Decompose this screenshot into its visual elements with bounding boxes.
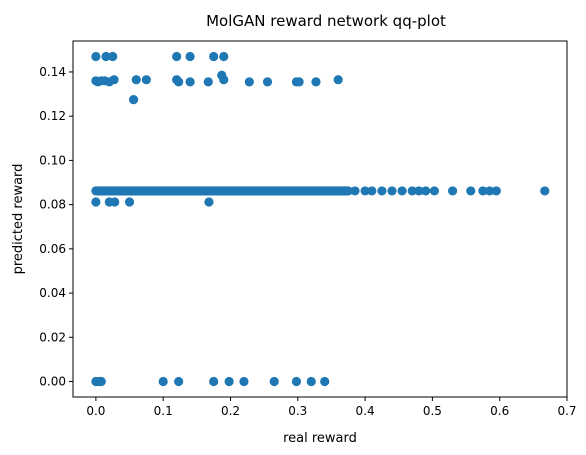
x-tick-label: 0.1 [154,404,173,418]
scatter-point [174,77,184,87]
scatter-point [224,376,234,387]
scatter-point [239,376,249,387]
scatter-point [350,186,360,196]
y-tick-label: 0.14 [39,65,66,79]
y-tick-label: 0.04 [39,286,66,300]
scatter-point [209,376,219,387]
scatter-point [128,94,139,105]
scatter-point [491,186,501,196]
scatter-point [174,376,184,387]
scatter-point [397,186,407,196]
scatter-point [387,186,397,196]
scatter-points [91,51,550,387]
scatter-point [172,51,182,62]
scatter-point [158,376,168,387]
scatter-point [185,51,195,62]
scatter-point [291,376,302,387]
scatter-point [109,75,119,85]
scatter-point [124,197,135,207]
scatter-point [269,376,279,387]
scatter-point [96,376,106,387]
x-axis-label: real reward [283,431,357,446]
scatter-point [311,77,321,87]
scatter-point [421,186,431,196]
y-tick-label: 0.12 [39,109,66,123]
scatter-point [219,51,229,62]
scatter-point [306,376,316,387]
scatter-point [91,51,101,62]
scatter-point [414,186,424,196]
scatter-point [333,75,343,85]
scatter-point [141,75,151,85]
scatter-point [377,186,387,196]
scatter-point [101,51,111,62]
y-tick-label: 0.08 [39,198,66,212]
chart-title: MolGAN reward network qq-plot [206,12,446,30]
y-tick-label: 0.00 [39,375,66,389]
scatter-point [478,186,488,196]
scatter-point [91,197,101,207]
scatter-point [110,197,120,207]
scatter-point [203,77,213,87]
scatter-point [204,197,214,207]
scatter-point [360,186,370,196]
scatter-point [262,77,273,87]
x-tick-label: 0.3 [288,404,307,418]
scatter-point [407,186,417,196]
scatter-point [244,77,254,87]
x-tick-label: 0.2 [221,404,240,418]
y-tick-label: 0.10 [39,153,66,167]
scatter-point [466,186,476,196]
x-tick-label: 0.7 [557,404,576,418]
scatter-point [131,75,141,85]
scatter-point [185,77,195,87]
scatter-point [447,186,458,196]
scatter-point [108,51,118,62]
y-tick-label: 0.06 [39,242,66,256]
x-axis: 0.0 0.1 0.2 0.3 0.4 0.5 0.6 0.7 [86,397,577,418]
scatter-point [485,186,495,196]
y-axis-label: predicted reward [11,164,26,275]
scatter-point [219,75,229,85]
scatter-point [209,51,219,62]
x-tick-label: 0.0 [86,404,105,418]
scatter-point [367,186,377,196]
x-tick-label: 0.6 [490,404,509,418]
scatter-point [429,186,440,196]
scatter-point [294,77,304,87]
x-tick-label: 0.4 [356,404,375,418]
scatter-point [320,376,330,387]
x-tick-label: 0.5 [423,404,442,418]
scatter-point [540,186,550,196]
y-axis: 0.00 0.02 0.04 0.06 0.08 0.10 0.12 0.14 [39,65,73,389]
y-tick-label: 0.02 [39,330,66,344]
plot-frame [72,40,568,398]
